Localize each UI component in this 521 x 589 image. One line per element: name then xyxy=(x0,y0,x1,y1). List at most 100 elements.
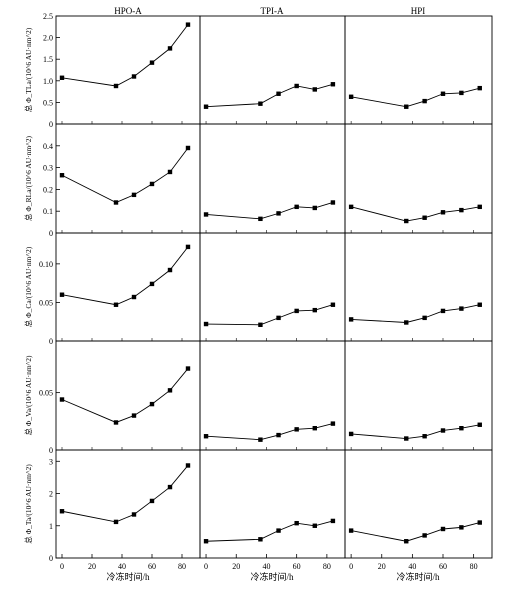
y-tick-label: 0.1 xyxy=(43,207,53,216)
data-point-hpo-a xyxy=(149,181,155,187)
data-point-hpo-a xyxy=(113,83,119,89)
series-line-hpi xyxy=(351,206,480,222)
x-tick-label: 60 xyxy=(148,562,156,571)
y-axis-label: 总 Φ_Ca/(10^6 AU·nm^2) xyxy=(23,246,33,327)
data-point-hpo-a xyxy=(167,169,173,175)
data-point-hpi xyxy=(459,306,464,311)
series-line-hpi xyxy=(351,87,480,108)
data-point-tpi-a xyxy=(203,434,209,439)
data-point-hpo-a xyxy=(113,302,119,307)
x-tick-label: 80 xyxy=(323,562,331,571)
panel-frame-tpi-a xyxy=(199,15,346,125)
series-line-tpi-a xyxy=(206,520,334,542)
data-point-hpi xyxy=(404,320,409,325)
panel-frame-hpo-a xyxy=(55,123,201,234)
data-point-tpi-a xyxy=(258,216,263,222)
data-point-tpi-a xyxy=(276,528,281,533)
data-point-tpi-a xyxy=(294,83,299,89)
panel-frame-hpi xyxy=(344,340,493,451)
data-point-tpi-a xyxy=(294,427,299,432)
data-point-hpi xyxy=(477,422,482,427)
data-point-hpo-a xyxy=(149,498,155,504)
series-line-hpo-a xyxy=(61,368,189,423)
data-point-hpi xyxy=(440,526,446,532)
data-point-hpo-a xyxy=(185,366,191,371)
panel-frame-hpo-a xyxy=(55,15,201,125)
series-line-tpi-a xyxy=(206,304,334,326)
data-point-tpi-a xyxy=(258,322,263,327)
series-line-tpi-a xyxy=(206,83,334,108)
x-axis-label-col-1: 冷冻时间/h xyxy=(106,571,150,582)
y-tick-label: 2.0 xyxy=(43,34,53,43)
data-point-hpi xyxy=(477,520,482,525)
series-line-hpi xyxy=(351,304,480,323)
panel-frame-hpo-a xyxy=(55,449,201,559)
data-point-tpi-a xyxy=(203,321,209,327)
data-point-tpi-a xyxy=(330,82,336,87)
x-axis-label-col-2: 冷冻时间/h xyxy=(250,571,294,582)
y-tick-label: 0 xyxy=(49,229,53,238)
x-tick-label: 40 xyxy=(408,562,416,571)
data-point-hpo-a xyxy=(59,292,65,297)
data-point-hpo-a xyxy=(131,413,137,418)
data-point-hpi xyxy=(477,85,482,91)
data-point-hpo-a xyxy=(131,512,137,517)
data-point-tpi-a xyxy=(312,523,317,528)
data-point-tpi-a xyxy=(294,308,299,314)
y-tick-label: 2 xyxy=(49,490,53,499)
data-point-tpi-a xyxy=(312,426,317,431)
data-point-hpi xyxy=(348,431,354,437)
y-tick-label: 0.5 xyxy=(43,98,53,107)
series-line-tpi-a xyxy=(206,423,334,441)
data-point-hpi xyxy=(348,204,354,210)
data-point-tpi-a xyxy=(203,212,209,217)
data-point-hpo-a xyxy=(167,484,173,490)
series-line-tpi-a xyxy=(206,202,334,220)
y-tick-label: 0.05 xyxy=(39,298,53,307)
data-point-hpi xyxy=(459,90,464,96)
data-point-hpi xyxy=(477,302,482,307)
data-point-hpo-a xyxy=(149,281,155,287)
data-point-tpi-a xyxy=(258,101,263,106)
x-tick-label: 60 xyxy=(293,562,301,571)
data-point-hpo-a xyxy=(131,192,137,198)
y-axis-label: 总 Φ_Ta/(10^6 AU·nm^2) xyxy=(23,464,33,544)
data-point-tpi-a xyxy=(312,87,317,92)
data-point-tpi-a xyxy=(330,200,336,205)
data-point-hpi xyxy=(459,426,464,431)
data-point-hpi xyxy=(440,210,446,215)
data-point-hpi xyxy=(477,204,482,210)
data-point-tpi-a xyxy=(276,211,281,216)
x-tick-label: 20 xyxy=(88,562,96,571)
data-point-hpi xyxy=(459,525,464,530)
y-tick-label: 0.10 xyxy=(39,260,53,269)
x-tick-label: 0 xyxy=(349,562,353,571)
data-point-tpi-a xyxy=(203,539,209,544)
data-point-hpo-a xyxy=(149,401,155,407)
y-tick-label: 0.3 xyxy=(43,164,53,173)
x-tick-label: 40 xyxy=(118,562,126,571)
data-point-hpi xyxy=(422,215,427,220)
x-tick-label: 0 xyxy=(204,562,208,571)
data-point-hpo-a xyxy=(131,294,137,300)
data-point-hpi xyxy=(459,207,464,213)
x-tick-label: 80 xyxy=(470,562,478,571)
data-point-tpi-a xyxy=(312,205,317,211)
panel-frame-hpi xyxy=(344,15,493,125)
x-tick-label: 0 xyxy=(60,562,64,571)
y-tick-label: 1 xyxy=(49,522,53,531)
series-line-hpo-a xyxy=(61,465,189,523)
y-tick-label: 0.4 xyxy=(43,142,53,151)
data-point-hpo-a xyxy=(167,46,173,51)
panel-frame-tpi-a xyxy=(199,123,346,234)
data-point-hpo-a xyxy=(167,388,173,393)
data-point-tpi-a xyxy=(258,537,263,542)
data-point-tpi-a xyxy=(258,437,263,442)
panel-frame-hpo-a xyxy=(55,232,201,342)
data-point-hpo-a xyxy=(113,519,119,525)
y-tick-label: 2.5 xyxy=(43,12,53,21)
data-point-tpi-a xyxy=(312,307,317,313)
data-point-tpi-a xyxy=(294,204,299,210)
data-point-hpo-a xyxy=(59,397,65,402)
y-tick-label: 0.05 xyxy=(39,389,53,398)
